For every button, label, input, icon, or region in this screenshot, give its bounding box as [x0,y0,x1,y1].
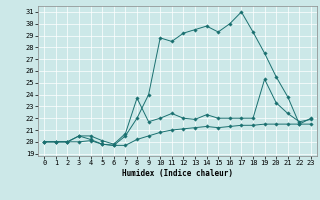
X-axis label: Humidex (Indice chaleur): Humidex (Indice chaleur) [122,169,233,178]
